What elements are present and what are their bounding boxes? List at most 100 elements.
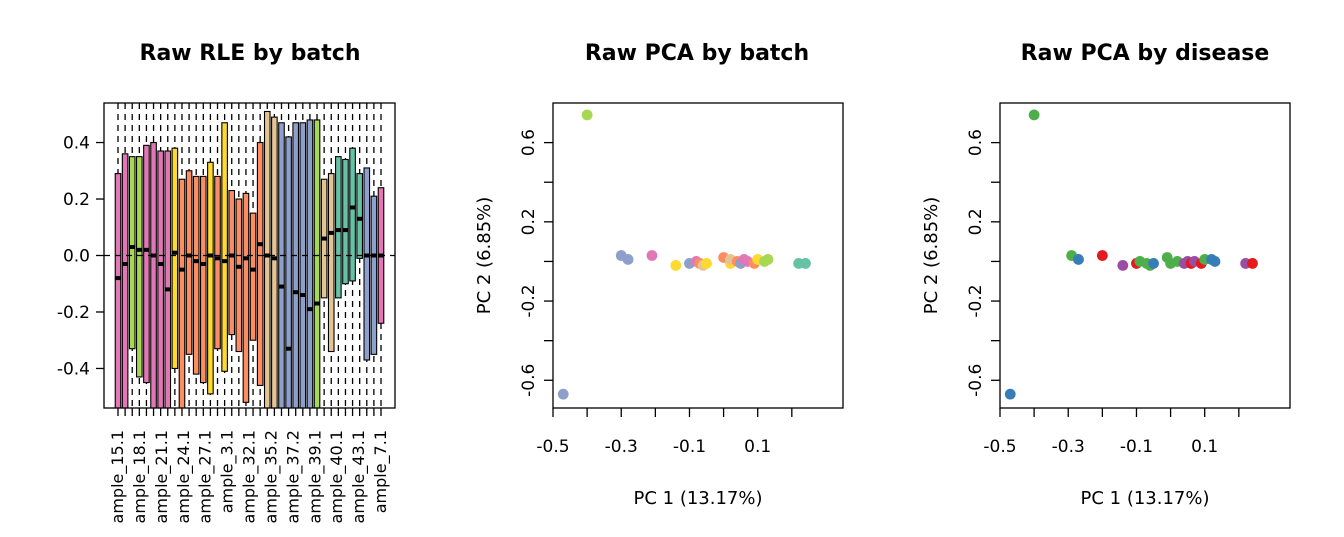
pca-x-tick-label: -0.5 (983, 437, 1016, 457)
pca-point (622, 254, 634, 265)
pca-x-tick-label: 0.1 (744, 437, 771, 457)
pca-disease-scatter: -0.5 -0.3 -0.1 0.1 -0.6 -0.2 0.2 0.6 PC 1 (13.17… (921, 102, 1291, 509)
rle-sample-label: ample_24.1 (174, 430, 194, 523)
rle-sample-label: ample_15.1 (108, 430, 128, 523)
rle-box (199, 175, 207, 384)
pca-x-tick-label: -0.1 (673, 437, 706, 457)
rle-sample-label: ample_43.1 (349, 430, 369, 523)
rle-y-tick-label: 0.4 (63, 134, 90, 154)
pca-point (646, 250, 658, 261)
rle-plot-area (104, 103, 395, 408)
pca-batch-title: Raw PCA by batch (585, 41, 809, 66)
pca-y-tick-label: -0.2 (966, 284, 986, 317)
pca-y-axis-label: PC 2 (6.85%) (921, 197, 942, 315)
rle-box (356, 173, 363, 259)
pca-point (1096, 250, 1108, 261)
pca-point (1117, 260, 1129, 271)
pca-y-tick-label: -0.6 (966, 364, 986, 397)
pca-y-tick-label: 0.2 (966, 208, 986, 235)
rle-box (192, 175, 200, 375)
rle-box (214, 175, 221, 350)
rle-sample-label: ample_27.1 (196, 430, 216, 523)
rle-box (335, 156, 342, 299)
rle-box (121, 153, 129, 408)
rle-box (185, 170, 193, 355)
pca-point (762, 254, 774, 265)
pca-x-tick-label: -0.5 (536, 437, 569, 457)
rle-box (128, 156, 136, 350)
rle-box (143, 144, 150, 384)
pca-x-tick-label: -0.3 (605, 437, 638, 457)
rle-sample-label: ample_39.1 (305, 430, 325, 523)
pca-y-tick-label: 0.6 (519, 129, 539, 156)
rle-sample-label: ample_35.2 (261, 430, 281, 523)
pca-y-tick-label: 0.6 (966, 129, 986, 156)
rle-box (171, 147, 179, 370)
pca-y-tick-label: 0.2 (519, 208, 539, 235)
rle-sample-label: ample_40.1 (327, 430, 347, 523)
rle-box (327, 173, 335, 353)
rle-box (292, 122, 300, 408)
rle-box (249, 212, 257, 341)
pca-point (670, 260, 682, 271)
rle-sample-label: ample_37.2 (283, 430, 303, 523)
rle-box (228, 189, 236, 336)
pca-point (1209, 256, 1221, 267)
rle-box (157, 150, 164, 408)
rle-box (164, 150, 172, 408)
rle-sample-label: ample_3.1 (218, 430, 238, 513)
rle-box (235, 198, 243, 353)
pca-point (557, 388, 569, 400)
pca-x-axis-label: PC 1 (13.17%) (634, 488, 763, 509)
rle-box (178, 178, 186, 408)
pca-point (800, 258, 811, 269)
rle-box (313, 119, 321, 408)
pca-x-tick-label: -0.3 (1052, 437, 1085, 457)
rle-box (256, 141, 264, 386)
pca-y-tick-label: -0.2 (519, 284, 539, 317)
rle-box (263, 110, 271, 408)
rle-box (150, 141, 157, 408)
rle-sample-label: ample_32.1 (240, 430, 260, 523)
rle-box (278, 122, 285, 408)
pca-disease-title: Raw PCA by disease (1021, 41, 1270, 66)
rle-box (370, 195, 378, 355)
pca-point (1073, 254, 1084, 265)
rle-box (136, 156, 143, 378)
rle-box (271, 116, 278, 408)
rle-y-tick-label: -0.4 (57, 359, 90, 379)
pca-y-axis-label: PC 2 (6.85%) (474, 197, 495, 315)
pca-x-tick-label: -0.1 (1120, 437, 1153, 457)
rle-box (349, 147, 356, 282)
pca-x-axis-label: PC 1 (13.17%) (1081, 488, 1210, 509)
rle-y-tick-label: 0.2 (63, 190, 90, 210)
rle-box (207, 161, 214, 395)
rle-title: Raw RLE by batch (140, 41, 361, 66)
pca-y-tick-label: -0.6 (519, 364, 539, 397)
pca-point (581, 109, 593, 121)
rle-sample-label: ample_18.1 (130, 430, 150, 523)
rle-box (342, 158, 349, 285)
pca-point (701, 258, 712, 269)
rle-y-tick-label: 0.0 (63, 247, 90, 267)
rle-sample-label: ample_21.1 (152, 430, 172, 523)
pca-point (1004, 388, 1016, 400)
rle-y-tick-label: -0.2 (57, 303, 90, 323)
rle-box (306, 119, 314, 408)
rle-box (221, 122, 228, 372)
pca-batch-scatter: -0.5 -0.3 -0.1 0.1 -0.6 -0.2 0.2 0.6 PC 1 (13.17… (474, 102, 844, 509)
rle-box (299, 122, 307, 408)
rle-box (114, 173, 122, 408)
pca-point (1148, 258, 1159, 269)
rle-sample-label: ample_7.1 (371, 430, 391, 513)
pca-x-tick-label: 0.1 (1191, 437, 1218, 457)
rle-box (285, 136, 292, 408)
rle-box (363, 167, 371, 361)
pca-point (1028, 109, 1040, 121)
pca-frame (999, 102, 1291, 409)
rle-box (242, 192, 250, 403)
pca-point (1247, 258, 1258, 269)
pca-frame (552, 102, 844, 409)
